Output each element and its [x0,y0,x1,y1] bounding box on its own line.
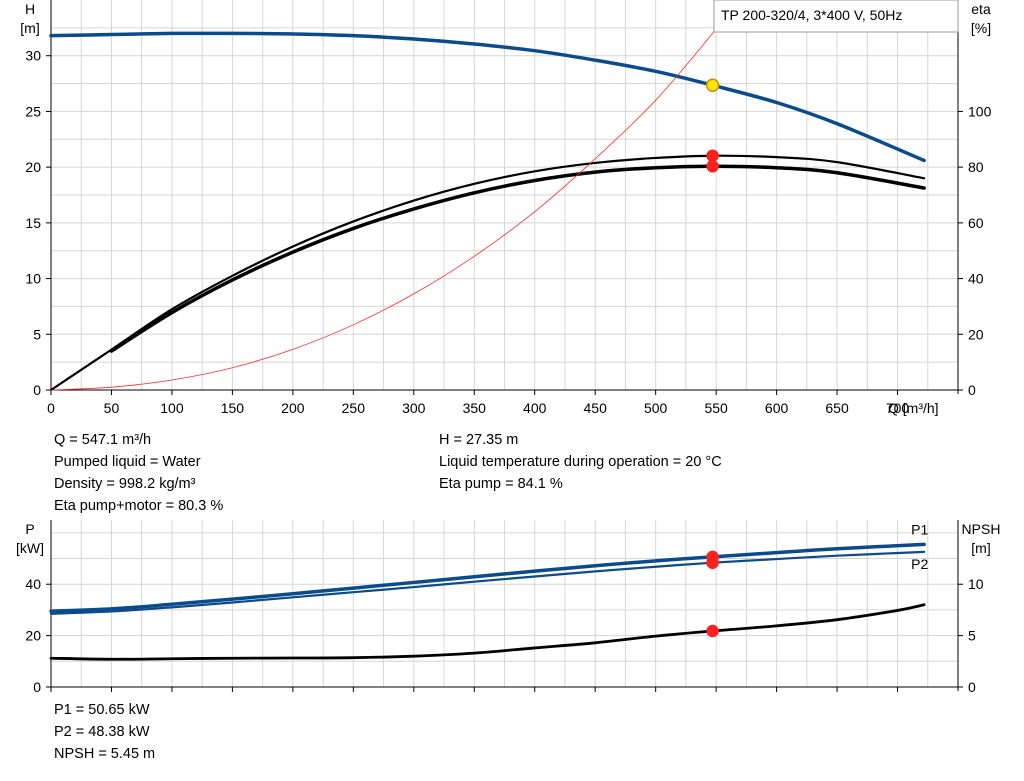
y-tick-label: 25 [25,103,41,119]
y2-tick-label: 0 [968,382,976,398]
info-head: H = 27.35 m [439,432,519,448]
series-label-p1: P1 [911,521,928,537]
info-density: Density = 998.2 kg/m³ [54,476,196,492]
x-tick-label: 400 [523,400,547,416]
x-tick-label: 200 [281,400,305,416]
power-operating-point-1 [706,556,719,569]
x-tick-label: 300 [402,400,426,416]
x-tick-label: 100 [160,400,184,416]
title-box [713,0,959,33]
y2-axis-label: [%] [971,20,991,36]
y-tick-label: 20 [25,628,41,644]
info-p1: P1 = 50.65 kW [54,702,150,718]
x-tick-label: 0 [47,400,55,416]
info-liquid: Pumped liquid = Water [54,454,201,470]
info-npsh: NPSH = 5.45 m [54,746,156,762]
info-temperature: Liquid temperature during operation = 20… [439,454,722,470]
y2-tick-label: 0 [968,679,976,695]
x-tick-label: 650 [825,400,849,416]
y2-tick-label: 20 [968,326,984,342]
y-axis-label: [kW] [16,540,44,556]
x-tick-label: 250 [342,400,366,416]
info-panel-power: P1 = 50.65 kW P2 = 48.38 kW NPSH = 5.45 … [54,699,155,765]
y-axis-label: [m] [20,20,39,36]
y-tick-label: 0 [33,382,41,398]
x-tick-label: 550 [704,400,728,416]
y2-axis-label: [m] [971,540,990,556]
x-tick-label: 50 [104,400,120,416]
info-eta-pump-motor: Eta pump+motor = 80.3 % [54,498,224,514]
info-p2: P2 = 48.38 kW [54,724,150,740]
x-tick-label: 150 [221,400,245,416]
y-axis-label: H [25,1,35,17]
y-tick-label: 40 [25,576,41,592]
y-axis-label: P [25,521,34,537]
qh-series-line-0 [49,31,926,163]
power-series-line-2 [49,603,926,661]
qh-operating-point-1 [706,149,719,162]
qh-series-line-3 [50,26,719,391]
y2-tick-label: 10 [968,576,984,592]
info-panel-right: H = 27.35 m Liquid temperature during op… [439,429,722,495]
y2-tick-label: 60 [968,215,984,231]
x-tick-label: 500 [644,400,668,416]
info-flow: Q = 547.1 m³/h [54,432,152,448]
x-tick-label: 600 [765,400,789,416]
info-panel-left: Q = 547.1 m³/h Pumped liquid = Water Den… [54,429,223,517]
x-tick-label: 450 [584,400,608,416]
qh-operating-point-0 [705,78,720,92]
chart-title: TP 200-320/4, 3*400 V, 50Hz [721,7,902,23]
qh-series-line-2 [109,164,926,353]
y2-tick-label: 80 [968,159,984,175]
y2-axis-label: NPSH [962,521,1001,537]
y-tick-label: 5 [33,326,41,342]
y-tick-label: 15 [25,215,41,231]
x-tick-label: 350 [463,400,487,416]
y-tick-label: 30 [25,48,41,64]
y2-tick-label: 40 [968,271,984,287]
power-series-line-0 [49,542,926,613]
y-tick-label: 0 [33,679,41,695]
x-axis-label: Q [m³/h] [888,400,939,416]
y-tick-label: 10 [25,271,41,287]
power-series-line-1 [49,550,926,615]
series-label-p2: P2 [911,556,928,572]
y2-tick-label: 5 [968,628,976,644]
x-tick-label: 700 [886,400,910,416]
y2-axis-label: eta [971,1,991,17]
y2-tick-label: 100 [968,103,992,119]
qh-operating-point-2 [706,160,719,173]
power-operating-point-2 [706,624,719,638]
qh-series-line-1 [49,154,926,392]
y-tick-label: 20 [25,159,41,175]
info-eta-pump: Eta pump = 84.1 % [439,476,563,492]
